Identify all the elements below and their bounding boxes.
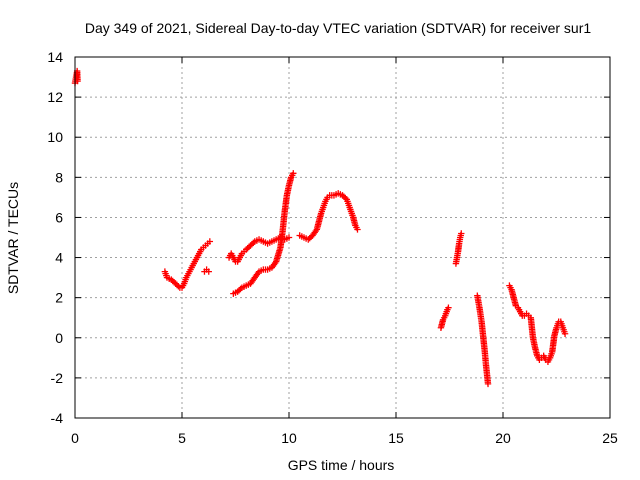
grid: [75, 57, 610, 418]
y-tick-label: 4: [55, 250, 63, 266]
x-tick-label: 0: [71, 430, 79, 446]
data-points: [71, 67, 569, 388]
data-point: [206, 238, 214, 245]
x-tick-labels: 0 5 10 15 20 25: [71, 430, 618, 446]
x-tick-label: 10: [281, 430, 297, 446]
plot-frame: [74, 56, 611, 419]
y-tick-label: -2: [51, 370, 64, 386]
y-axis-label: SDTVAR / TECUs: [5, 182, 21, 294]
axis-ticks: [74, 56, 611, 419]
y-tick-label: 12: [47, 89, 63, 105]
data-point: [445, 304, 452, 311]
x-tick-label: 25: [602, 430, 618, 446]
y-tick-label: 14: [47, 49, 63, 65]
data-point: [484, 380, 492, 388]
data-point: [290, 170, 297, 177]
y-tick-labels: -4 -2 0 2 4 6 8 10 12 14: [47, 49, 63, 426]
x-tick-label: 5: [178, 430, 186, 446]
data-point: [561, 330, 569, 337]
x-tick-label: 15: [388, 430, 404, 446]
data-point: [458, 230, 465, 237]
y-tick-label: 0: [55, 330, 63, 346]
y-tick-label: 8: [55, 169, 63, 185]
data-point: [285, 234, 293, 241]
y-tick-label: 6: [55, 209, 63, 225]
y-tick-label: 10: [47, 129, 63, 145]
x-axis-label: GPS time / hours: [288, 457, 395, 473]
data-point: [342, 194, 349, 202]
y-tick-label: -4: [51, 410, 64, 426]
x-tick-label: 20: [495, 430, 511, 446]
data-point: [205, 268, 212, 275]
data-point: [354, 226, 361, 233]
y-tick-label: 2: [55, 290, 63, 306]
chart-title: Day 349 of 2021, Sidereal Day-to-day VTE…: [85, 20, 591, 36]
data-point: [175, 283, 182, 290]
data-point: [250, 239, 257, 247]
data-point: [237, 285, 244, 293]
